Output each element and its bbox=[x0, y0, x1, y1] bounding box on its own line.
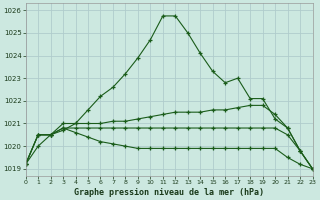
X-axis label: Graphe pression niveau de la mer (hPa): Graphe pression niveau de la mer (hPa) bbox=[74, 188, 264, 197]
